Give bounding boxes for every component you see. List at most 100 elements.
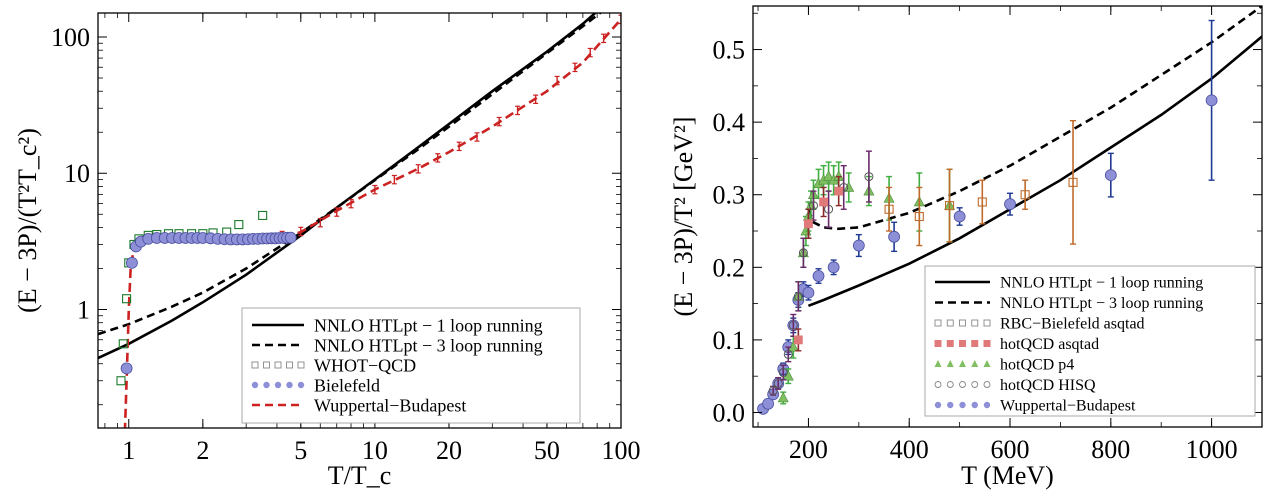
legend-item: NNLO HTLpt − 3 loop running (252, 335, 543, 355)
x-tick-label: 600 (991, 435, 1030, 464)
legend-label: NNLO HTLpt − 3 loop running (314, 335, 543, 355)
legend-label: hotQCD p4 (1000, 357, 1074, 374)
data-point (808, 201, 818, 211)
chart-left-panel: 1 2 5 10 20 50 100 1 10 100 T/T_c (E − 3P)/(T²T_c²)… (13, 12, 641, 490)
data-point (834, 186, 844, 196)
data-point (118, 339, 128, 349)
data-point (864, 172, 874, 182)
data-point (1068, 177, 1078, 187)
data-point (804, 219, 813, 229)
series-0 (98, 13, 598, 360)
legend-swatch (971, 319, 979, 327)
x-tick-label: 800 (1091, 435, 1130, 464)
legend-label: NNLO HTLpt − 3 loop running (1000, 295, 1203, 312)
y-tick-label: 0.5 (713, 36, 746, 65)
x-tick-label: 5 (294, 436, 307, 465)
legend-box (924, 265, 1256, 417)
data-point (793, 291, 803, 301)
data-point (819, 197, 828, 207)
series-1 (98, 13, 603, 336)
x-tick-label: 1 (122, 436, 135, 465)
legend-item: hotQCD p4 (934, 357, 1074, 374)
data-point (284, 231, 297, 244)
series-3 (279, 14, 621, 241)
series-line (98, 13, 603, 336)
data-point (888, 230, 901, 243)
y-axis-label: (E − 3P)/T² [GeV²] (669, 117, 698, 317)
legend-item: hotQCD asqtad (934, 336, 1099, 353)
x-tick-label: 400 (890, 435, 929, 464)
legend-label: Wuppertal−Budapest (314, 395, 466, 415)
legend-swatch (934, 319, 942, 327)
legend-swatch (959, 360, 966, 367)
legend-label: Wuppertal−Budapest (1000, 398, 1136, 415)
series-0 (807, 35, 1262, 308)
x-tick-label: 1000 (1186, 435, 1238, 464)
x-tick-label: 200 (789, 435, 828, 464)
x-tick-label: 10 (362, 436, 388, 465)
data-point (773, 378, 783, 388)
legend-swatch (263, 361, 270, 369)
legend-label: hotQCD asqtad (1000, 336, 1099, 353)
data-point (1104, 169, 1117, 182)
data-point (778, 368, 788, 378)
y-tick-label: 1 (77, 296, 90, 325)
data-point (914, 211, 924, 222)
legend-swatch (286, 381, 293, 389)
plot-area (98, 13, 621, 428)
legend-label: NNLO HTLpt − 1 loop running (314, 315, 543, 335)
legend-swatch (946, 360, 954, 367)
data-point (788, 320, 798, 330)
legend-swatch (959, 401, 966, 409)
x-tick-label: 20 (436, 436, 462, 465)
legend-swatch (934, 360, 942, 367)
legend-swatch (971, 381, 979, 388)
y-tick-label: 0.4 (713, 108, 746, 137)
legend-swatch (983, 360, 991, 367)
legend-swatch (971, 340, 979, 347)
legend-item: WHOT−QCD (251, 355, 416, 375)
legend-swatch (959, 319, 966, 327)
x-tick-label: 100 (602, 436, 641, 465)
legend-swatch (934, 401, 942, 409)
legend-swatch (983, 381, 991, 388)
y-tick-label: 0.3 (713, 181, 746, 210)
data-point (977, 197, 987, 207)
data-point (852, 239, 865, 252)
data-point (1205, 94, 1218, 107)
series-5 (793, 175, 844, 352)
legend-swatch (947, 401, 954, 409)
data-point (783, 349, 793, 359)
legend-swatch (297, 381, 305, 389)
plot-frame (97, 12, 622, 429)
legend-swatch (934, 340, 942, 347)
data-point (884, 204, 894, 214)
legend-item: Bielefeld (251, 375, 380, 395)
legend-label: WHOT−QCD (314, 355, 416, 375)
series-6 (884, 119, 1078, 247)
chart-right-panel: 200 400 600 800 1000 0.0 0.1 0.2 0.3 0.4 0.5 T (MeV… (669, 5, 1263, 490)
data-point (777, 391, 789, 403)
legend-swatch (274, 361, 282, 369)
legend-item: Wuppertal−Budapest (934, 398, 1136, 415)
legend-swatch (251, 361, 259, 369)
legend-item: NNLO HTLpt − 1 loop running (252, 315, 543, 335)
data-point (812, 270, 825, 282)
x-axis-label: T/T_c (328, 461, 392, 490)
legend-swatch (934, 381, 942, 388)
data-point (120, 362, 133, 375)
legend-swatch (263, 381, 270, 389)
legend-label: hotQCD HISQ (1000, 377, 1096, 394)
legend-swatch (297, 361, 305, 369)
series-line (98, 13, 598, 360)
plot-frame (752, 5, 1263, 428)
legend-item: hotQCD HISQ (934, 377, 1096, 394)
data-point (843, 181, 855, 192)
legend-swatch (971, 401, 978, 409)
legend-swatch (946, 319, 954, 327)
data-point (823, 170, 835, 181)
series-5 (120, 231, 297, 375)
y-tick-label: 0.1 (713, 326, 746, 355)
x-tick-label: 50 (534, 436, 560, 465)
